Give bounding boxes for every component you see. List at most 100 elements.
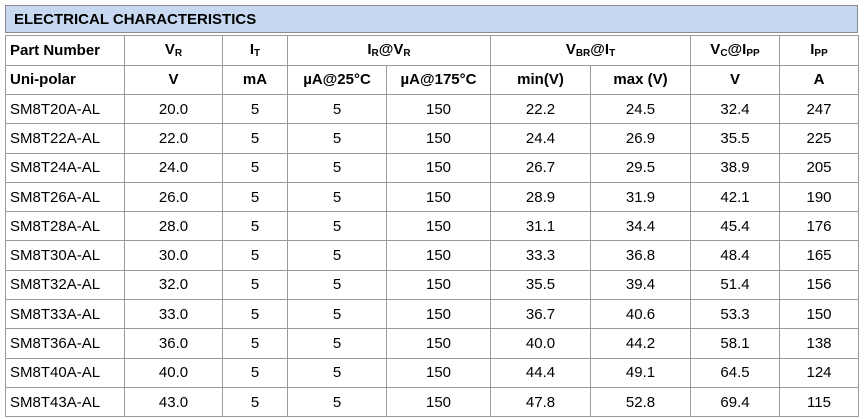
header-cell: VC@IPP xyxy=(690,35,780,66)
value-cell: 225 xyxy=(779,123,859,154)
value-cell: 5 xyxy=(287,123,387,154)
header-cell: IR@VR xyxy=(287,35,491,66)
data-row: SM8T43A-AL 43.0 5 5 150 47.8 52.8 69.4 115 xyxy=(5,386,859,418)
header-text: V xyxy=(710,41,721,59)
value-cell: 24.0 xyxy=(124,152,223,183)
value-cell: 31.1 xyxy=(490,211,591,242)
value-cell: 33.3 xyxy=(490,240,591,271)
value-cell: 5 xyxy=(222,123,288,154)
unit-cell: µA@175°C xyxy=(386,64,491,95)
value-cell: 53.3 xyxy=(690,299,780,330)
data-row: SM8T22A-AL 22.0 5 5 150 24.4 26.9 35.5 225 xyxy=(5,123,859,154)
value-cell: 40.0 xyxy=(490,328,591,359)
value-cell: 48.4 xyxy=(690,240,780,271)
value-cell: 150 xyxy=(386,93,491,125)
unit-cell: Uni-polar xyxy=(5,64,125,95)
header-cell: VR xyxy=(124,35,223,66)
characteristics-table: Part Number VR IT IR@VR VBR@IT VC@IPP IPP Uni-p… xyxy=(5,35,859,418)
value-cell: 5 xyxy=(222,386,288,418)
header-text: @I xyxy=(727,41,747,59)
value-cell: 35.5 xyxy=(490,269,591,301)
data-row: SM8T24A-AL 24.0 5 5 150 26.7 29.5 38.9 205 xyxy=(5,152,859,183)
subscript: R xyxy=(403,48,411,60)
subscript: T xyxy=(254,48,261,60)
value-cell: 20.0 xyxy=(124,93,223,125)
header-cell: Part Number xyxy=(5,35,125,66)
value-cell: 24.4 xyxy=(490,123,591,154)
unit-cell: µA@25°C xyxy=(287,64,387,95)
value-cell: 49.1 xyxy=(590,357,691,388)
value-cell: 5 xyxy=(287,299,387,330)
section-title: ELECTRICAL CHARACTERISTICS xyxy=(5,5,858,33)
value-cell: 34.4 xyxy=(590,211,691,242)
table-header: Part Number VR IT IR@VR VBR@IT VC@IPP IPP Uni-p… xyxy=(5,35,859,95)
value-cell: 205 xyxy=(779,152,859,183)
value-cell: 29.5 xyxy=(590,152,691,183)
value-cell: 150 xyxy=(386,357,491,388)
value-cell: 5 xyxy=(287,269,387,301)
value-cell: 38.9 xyxy=(690,152,780,183)
value-cell: 5 xyxy=(287,328,387,359)
subscript: R xyxy=(174,48,183,60)
value-cell: 42.1 xyxy=(690,181,780,213)
value-cell: 36.0 xyxy=(124,328,223,359)
value-cell: 40.6 xyxy=(590,299,691,330)
value-cell: 51.4 xyxy=(690,269,780,301)
value-cell: 150 xyxy=(386,152,491,183)
value-cell: 5 xyxy=(222,211,288,242)
value-cell: 5 xyxy=(287,240,387,271)
data-row: SM8T33A-AL 33.0 5 5 150 36.7 40.6 53.3 150 xyxy=(5,299,859,330)
value-cell: 150 xyxy=(386,211,491,242)
value-cell: 52.8 xyxy=(590,386,691,418)
value-cell: 156 xyxy=(779,269,859,301)
part-number: SM8T20A-AL xyxy=(5,93,125,125)
value-cell: 28.0 xyxy=(124,211,223,242)
unit-cell: max (V) xyxy=(590,64,691,95)
value-cell: 5 xyxy=(287,93,387,125)
value-cell: 150 xyxy=(386,123,491,154)
unit-cell: mA xyxy=(222,64,288,95)
header-cell: IT xyxy=(222,35,288,66)
unit-cell: V xyxy=(690,64,780,95)
unit-cell: V xyxy=(124,64,223,95)
part-number: SM8T28A-AL xyxy=(5,211,125,242)
value-cell: 26.0 xyxy=(124,181,223,213)
value-cell: 124 xyxy=(779,357,859,388)
header-row: Part Number VR IT IR@VR VBR@IT VC@IPP IPP xyxy=(5,35,859,66)
value-cell: 5 xyxy=(287,152,387,183)
value-cell: 64.5 xyxy=(690,357,780,388)
value-cell: 28.9 xyxy=(490,181,591,213)
subscript: C xyxy=(720,48,728,60)
value-cell: 69.4 xyxy=(690,386,780,418)
subscript: PP xyxy=(814,48,828,60)
part-number: SM8T33A-AL xyxy=(5,299,125,330)
value-cell: 36.8 xyxy=(590,240,691,271)
value-cell: 44.2 xyxy=(590,328,691,359)
part-number: SM8T26A-AL xyxy=(5,181,125,213)
value-cell: 5 xyxy=(222,240,288,271)
value-cell: 35.5 xyxy=(690,123,780,154)
value-cell: 176 xyxy=(779,211,859,242)
subscript: T xyxy=(609,48,616,60)
value-cell: 150 xyxy=(386,240,491,271)
data-row: SM8T36A-AL 36.0 5 5 150 40.0 44.2 58.1 138 xyxy=(5,328,859,359)
part-number: SM8T24A-AL xyxy=(5,152,125,183)
value-cell: 190 xyxy=(779,181,859,213)
header-cell: IPP xyxy=(779,35,859,66)
value-cell: 43.0 xyxy=(124,386,223,418)
value-cell: 150 xyxy=(779,299,859,330)
value-cell: 39.4 xyxy=(590,269,691,301)
header-text: V xyxy=(565,41,576,59)
data-row: SM8T28A-AL 28.0 5 5 150 31.1 34.4 45.4 176 xyxy=(5,211,859,242)
value-cell: 44.4 xyxy=(490,357,591,388)
value-cell: 47.8 xyxy=(490,386,591,418)
data-row: SM8T32A-AL 32.0 5 5 150 35.5 39.4 51.4 156 xyxy=(5,269,859,301)
value-cell: 5 xyxy=(222,299,288,330)
value-cell: 32.0 xyxy=(124,269,223,301)
subscript: R xyxy=(371,48,379,60)
value-cell: 150 xyxy=(386,269,491,301)
value-cell: 5 xyxy=(222,181,288,213)
header-text: I xyxy=(249,41,255,59)
data-row: SM8T20A-AL 20.0 5 5 150 22.2 24.5 32.4 247 xyxy=(5,93,859,125)
